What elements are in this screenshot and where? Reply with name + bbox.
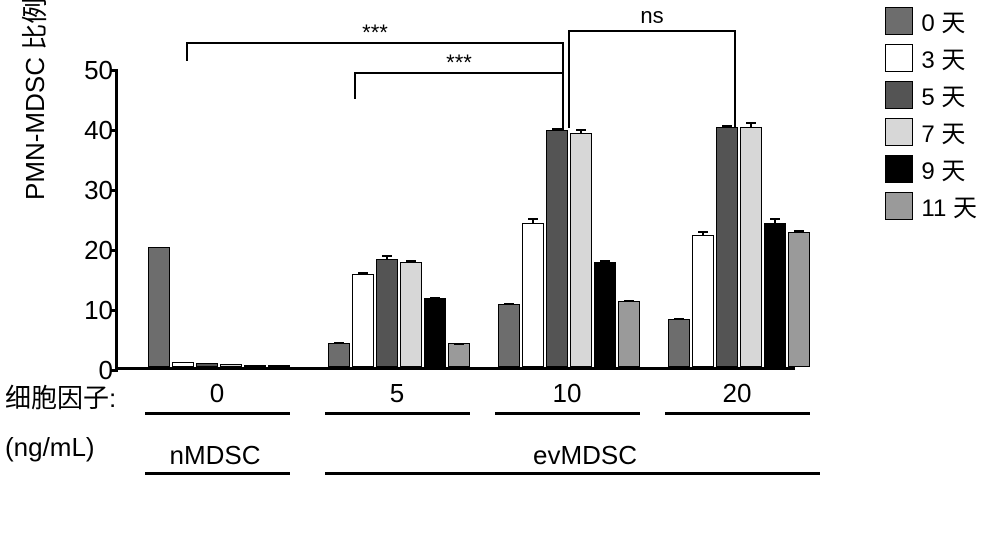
- bar: [570, 133, 592, 367]
- legend-item: 7 天: [885, 114, 977, 149]
- y-tick-label: 30: [73, 175, 113, 206]
- error-cap: [382, 255, 392, 257]
- x-axis-cytokine-label: 细胞因子:: [5, 378, 116, 415]
- error-cap: [430, 297, 440, 299]
- significance-bracket: [568, 30, 736, 32]
- legend: 0 天3 天5 天7 天9 天11 天: [885, 3, 977, 225]
- x-cytokine-value: 20: [723, 378, 752, 409]
- error-cap: [358, 272, 368, 274]
- bar: [376, 259, 398, 367]
- y-tick-mark: [110, 249, 118, 252]
- legend-item: 0 天: [885, 3, 977, 38]
- bar: [498, 304, 520, 367]
- y-tick-label: 10: [73, 295, 113, 326]
- bar: [328, 343, 350, 367]
- bar: [668, 319, 690, 367]
- error-cap: [454, 343, 464, 345]
- bar: [788, 232, 810, 367]
- bar: [148, 247, 170, 367]
- bar: [594, 262, 616, 367]
- significance-label: ***: [446, 50, 472, 76]
- error-cap: [722, 125, 732, 127]
- error-cap: [406, 260, 416, 262]
- legend-item: 5 天: [885, 77, 977, 112]
- error-cap: [576, 129, 586, 131]
- legend-label: 9 天: [921, 151, 965, 186]
- x-cytokine-value: 5: [390, 378, 404, 409]
- chart-plot-area: 01020304050: [115, 70, 795, 370]
- bar-group: [498, 130, 640, 367]
- bar: [220, 364, 242, 367]
- bar: [692, 235, 714, 367]
- error-cap: [674, 318, 684, 320]
- x-group-underline: [145, 472, 290, 475]
- x-cytokine-underline: [665, 412, 810, 415]
- error-cap: [794, 230, 804, 232]
- legend-label: 11 天: [921, 188, 977, 223]
- x-cytokine-underline: [325, 412, 470, 415]
- legend-swatch: [885, 81, 913, 109]
- x-cytokine-underline: [495, 412, 640, 415]
- legend-swatch: [885, 155, 913, 183]
- legend-label: 3 天: [921, 40, 965, 75]
- bar: [764, 223, 786, 367]
- legend-item: 3 天: [885, 40, 977, 75]
- bar: [618, 301, 640, 367]
- error-cap: [698, 231, 708, 233]
- x-cytokine-value: 0: [210, 378, 224, 409]
- bar: [352, 274, 374, 367]
- bar: [716, 127, 738, 367]
- legend-swatch: [885, 7, 913, 35]
- bar-group: [148, 247, 290, 367]
- y-tick-mark: [110, 129, 118, 132]
- x-axis-unit-label: (ng/mL): [5, 432, 95, 463]
- x-group-label: evMDSC: [533, 440, 637, 471]
- bar-group: [668, 127, 810, 367]
- error-cap: [770, 218, 780, 220]
- legend-item: 9 天: [885, 151, 977, 186]
- y-tick-label: 50: [73, 55, 113, 86]
- legend-swatch: [885, 192, 913, 220]
- bar: [448, 343, 470, 367]
- bar: [424, 298, 446, 367]
- legend-label: 0 天: [921, 3, 965, 38]
- y-tick-label: 40: [73, 115, 113, 146]
- x-cytokine-value: 10: [553, 378, 582, 409]
- y-tick-mark: [110, 69, 118, 72]
- y-tick-label: 20: [73, 235, 113, 266]
- y-tick-mark: [110, 309, 118, 312]
- bar: [268, 365, 290, 367]
- error-cap: [600, 260, 610, 262]
- ylabel-p2: 比例: [20, 0, 50, 50]
- bar: [546, 130, 568, 367]
- bar-group: [328, 259, 470, 367]
- legend-swatch: [885, 44, 913, 72]
- x-cytokine-underline: [145, 412, 290, 415]
- significance-label: ***: [362, 20, 388, 46]
- bar: [244, 365, 266, 367]
- x-group-underline: [325, 472, 820, 475]
- error-cap: [746, 122, 756, 124]
- bar: [400, 262, 422, 367]
- error-cap: [334, 342, 344, 344]
- legend-label: 5 天: [921, 77, 965, 112]
- bar: [196, 363, 218, 367]
- error-cap: [528, 218, 538, 220]
- y-tick-mark: [110, 189, 118, 192]
- bar: [740, 127, 762, 367]
- error-cap: [504, 303, 514, 305]
- y-axis-label: PMN-MDSC 比例 (%): [15, 0, 52, 200]
- legend-item: 11 天: [885, 188, 977, 223]
- bar: [522, 223, 544, 367]
- legend-label: 7 天: [921, 114, 965, 149]
- y-tick-mark: [110, 369, 118, 372]
- ylabel-p1: PMN-MDSC: [20, 57, 50, 200]
- error-cap: [552, 128, 562, 130]
- x-group-label: nMDSC: [169, 440, 260, 471]
- bar: [172, 362, 194, 367]
- error-cap: [624, 300, 634, 302]
- legend-swatch: [885, 118, 913, 146]
- significance-label: ns: [640, 3, 663, 29]
